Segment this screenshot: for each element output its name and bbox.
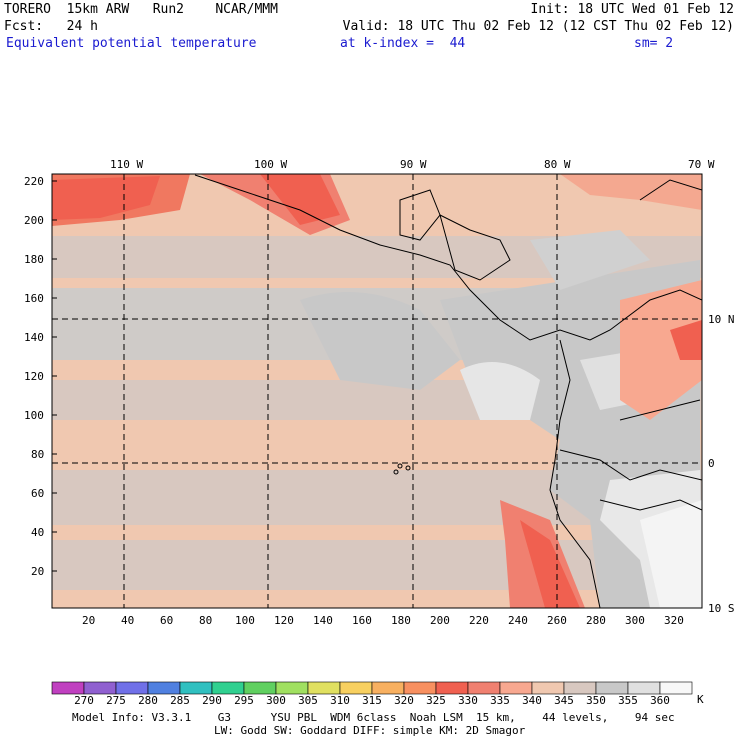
x-tick-label: 120 [274, 614, 294, 627]
y-tick-label: 80 [31, 448, 45, 461]
y-tick-label: 140 [24, 331, 44, 344]
model-info-line2: LW: Godd SW: Goddard DIFF: simple KM: 2D… [214, 724, 526, 737]
level-label: at k-index = 44 [340, 36, 466, 51]
color-scale-swatch [275, 681, 309, 695]
y-tick-label: 100 [24, 409, 44, 422]
x-tick-label: 300 [625, 614, 645, 627]
header-init-time: Init: 18 UTC Wed 01 Feb 12 [530, 2, 735, 17]
color-scale-swatch [403, 681, 437, 695]
longitude-label: 100 W [254, 158, 288, 171]
color-scale-label: 340 [522, 694, 542, 707]
left-ticks [52, 180, 57, 572]
color-scale-label: 325 [426, 694, 446, 707]
latitude-label: 10 N [708, 313, 735, 326]
x-tick-label: 160 [352, 614, 372, 627]
color-scale-swatch [531, 681, 565, 695]
color-scale-label: 330 [458, 694, 478, 707]
color-scale-swatch [499, 681, 533, 695]
color-scale-label: 335 [490, 694, 510, 707]
color-scale-label: 285 [170, 694, 190, 707]
color-scale-swatch [371, 681, 405, 695]
longitude-label: 70 W [688, 158, 715, 171]
color-scale-label: 350 [586, 694, 606, 707]
colorbar-unit: K [697, 693, 704, 706]
header-model-run: TORERO 15km ARW Run2 NCAR/MMM [4, 2, 278, 17]
y-tick-label: 40 [31, 526, 45, 539]
longitude-label: 80 W [544, 158, 571, 171]
x-tick-label: 140 [313, 614, 333, 627]
color-scale-label: 315 [362, 694, 382, 707]
color-scale-label: 270 [74, 694, 94, 707]
y-tick-label: 20 [31, 565, 45, 578]
y-tick-label: 120 [24, 370, 44, 383]
color-scale-swatch [467, 681, 501, 695]
color-scale-label: 320 [394, 694, 414, 707]
x-tick-label: 220 [469, 614, 489, 627]
y-tick-label: 180 [24, 253, 44, 266]
color-scale-swatch [211, 681, 245, 695]
header-forecast-hour: Fcst: 24 h [4, 19, 98, 34]
color-scale-label: 360 [650, 694, 670, 707]
x-tick-label: 100 [235, 614, 255, 627]
x-tick-label: 200 [430, 614, 450, 627]
color-scale-label: 280 [138, 694, 158, 707]
y-tick-label: 220 [24, 175, 44, 188]
x-tick-label: 20 [82, 614, 96, 627]
color-scale-swatch [659, 681, 693, 695]
header-valid-time: Valid: 18 UTC Thu 02 Feb 12 (12 CST Thu … [342, 19, 734, 34]
color-scale-swatch [179, 681, 213, 695]
color-scale-swatch [595, 681, 629, 695]
latitude-label: 0 [708, 457, 715, 470]
color-scale-label: 295 [234, 694, 254, 707]
color-scale-label: 345 [554, 694, 574, 707]
map-frame [51, 173, 703, 609]
x-tick-label: 180 [391, 614, 411, 627]
x-tick-label: 260 [547, 614, 567, 627]
x-tick-label: 320 [664, 614, 684, 627]
color-scale-label: 290 [202, 694, 222, 707]
model-info-line1: Model Info: V3.3.1 G3 YSU PBL WDM 6class… [72, 711, 675, 724]
color-scale-label: 305 [298, 694, 318, 707]
x-tick-label: 80 [199, 614, 213, 627]
graticule [52, 174, 702, 608]
color-scale-label: 310 [330, 694, 350, 707]
y-tick-label: 200 [24, 214, 44, 227]
color-scale-label: 355 [618, 694, 638, 707]
color-scale-bar [51, 681, 693, 695]
field-name: Equivalent potential temperature [6, 36, 257, 51]
color-scale-swatch [339, 681, 373, 695]
y-tick-label: 160 [24, 292, 44, 305]
color-scale-swatch [563, 681, 597, 695]
x-tick-label: 40 [121, 614, 135, 627]
color-scale-swatch [51, 681, 85, 695]
color-scale-swatch [83, 681, 117, 695]
color-scale-swatch [115, 681, 149, 695]
x-tick-label: 280 [586, 614, 606, 627]
longitude-label: 110 W [110, 158, 144, 171]
color-scale-label: 300 [266, 694, 286, 707]
color-scale-swatch [307, 681, 341, 695]
smoothing-label: sm= 2 [634, 36, 674, 51]
y-tick-label: 60 [31, 487, 45, 500]
latitude-label: 10 S [708, 602, 735, 615]
color-scale-swatch [147, 681, 181, 695]
color-scale-swatch [435, 681, 469, 695]
longitude-label: 90 W [400, 158, 427, 171]
color-scale-label: 275 [106, 694, 126, 707]
map-fill-field [52, 174, 702, 608]
x-tick-label: 60 [160, 614, 174, 627]
x-tick-label: 240 [508, 614, 528, 627]
color-scale-swatch [243, 681, 277, 695]
color-scale-swatch [627, 681, 661, 695]
